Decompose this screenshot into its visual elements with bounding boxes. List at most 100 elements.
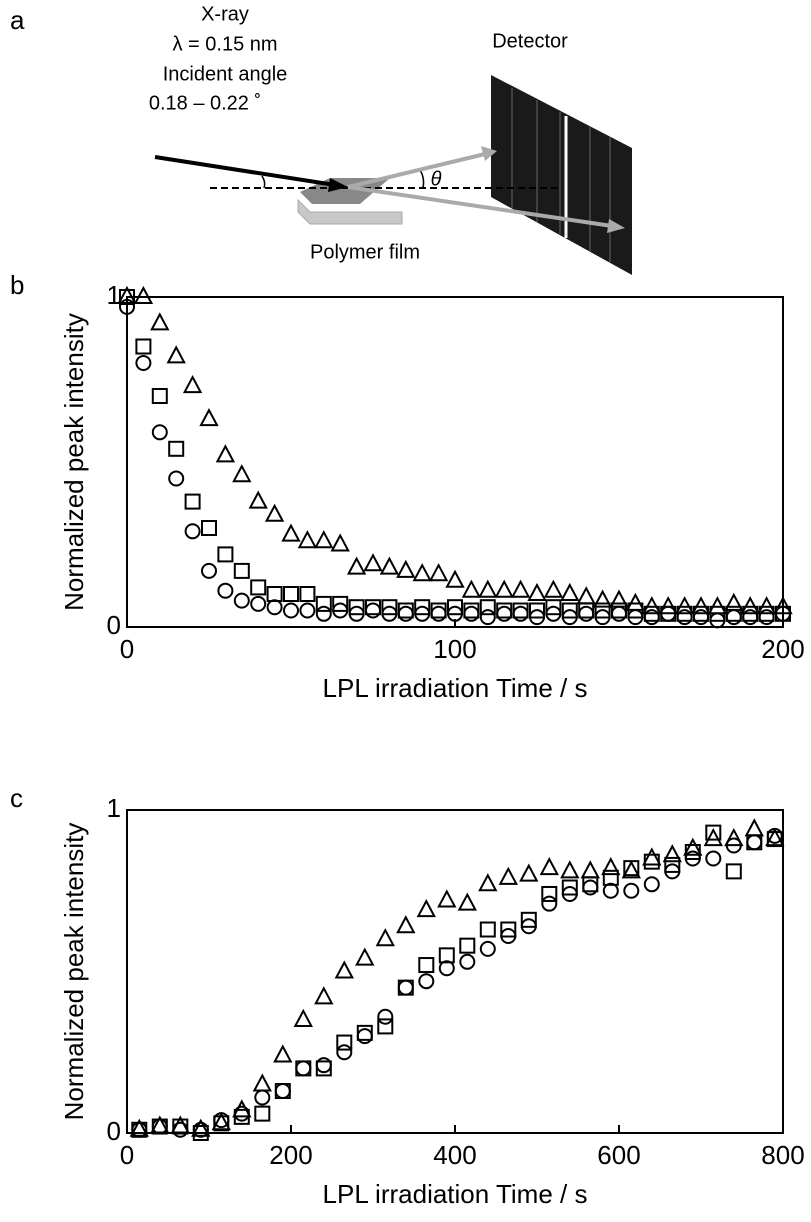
circle-marker [746, 834, 763, 851]
square-marker [561, 602, 578, 619]
wavelength-label: λ = 0.15 nm [172, 33, 277, 55]
triangle-marker [519, 863, 539, 882]
panel-label: c [10, 783, 23, 813]
square-marker [463, 602, 480, 619]
triangle-marker [560, 582, 580, 601]
triangle-marker [601, 857, 621, 876]
triangle-marker [642, 596, 662, 615]
triangle-marker [724, 827, 744, 847]
square-marker [233, 562, 250, 579]
triangle-marker [457, 892, 477, 911]
square-marker [594, 602, 611, 619]
triangle-marker [765, 827, 785, 847]
triangle-marker [150, 1115, 170, 1134]
circle-marker [479, 940, 496, 957]
substrate [297, 198, 403, 225]
circle-marker [283, 602, 299, 619]
angle-range: 0.18 – 0.22 ˚ [149, 92, 261, 114]
triangle-marker [683, 837, 703, 856]
circle-marker [135, 355, 152, 371]
circle-marker [438, 960, 455, 977]
triangle-marker [691, 596, 711, 615]
triangle-marker [625, 592, 646, 611]
circle-marker [356, 1028, 373, 1045]
square-marker [520, 911, 537, 928]
square-marker [184, 493, 201, 510]
x-tick-label: 800 [761, 1140, 804, 1170]
square-marker [529, 602, 545, 619]
circle-marker [151, 424, 168, 441]
triangle-marker [510, 579, 531, 598]
circle-marker [578, 605, 595, 622]
triangle-marker [117, 285, 137, 304]
triangle-marker [396, 915, 416, 934]
angle-arc [261, 175, 266, 189]
triangle-marker [428, 563, 449, 582]
x-tick-label: 0 [120, 1140, 134, 1170]
triangle-marker [703, 827, 723, 847]
circle-marker [496, 605, 513, 622]
square-marker [459, 937, 476, 954]
x-tick-label: 600 [597, 1140, 640, 1170]
theta-arc [419, 169, 425, 189]
y-tick-label: 0 [107, 610, 121, 640]
triangle-marker [166, 345, 186, 364]
angle-title: Incident angle [163, 63, 288, 85]
triangle-marker [527, 582, 547, 601]
circle-marker [336, 1044, 353, 1061]
square-marker [479, 599, 496, 616]
arrow-head [328, 178, 348, 192]
circle-marker [742, 609, 759, 626]
triangle-marker [461, 579, 482, 598]
x-tick-label: 200 [761, 634, 804, 664]
square-marker [545, 599, 562, 616]
square-marker [168, 440, 185, 457]
square-marker [397, 979, 414, 996]
circle-marker [299, 602, 316, 619]
triangle-marker [416, 899, 436, 918]
circle-marker [397, 605, 414, 622]
circle-marker [459, 953, 476, 970]
triangle-marker [191, 1118, 211, 1137]
square-marker [479, 921, 496, 938]
triangle-marker [334, 960, 354, 979]
circle-marker [217, 582, 234, 599]
square-marker [578, 602, 595, 619]
triangle-marker [539, 857, 559, 876]
circle-marker [365, 602, 381, 619]
reflected-beam [347, 185, 613, 228]
square-marker [217, 546, 234, 563]
detector-label: Detector [492, 30, 568, 52]
square-marker [602, 869, 619, 886]
circle-marker [274, 1083, 291, 1100]
square-marker [664, 856, 681, 873]
square-marker [512, 602, 529, 619]
y-tick-label: 1 [107, 280, 121, 310]
square-marker [299, 586, 316, 602]
triangle-marker [707, 596, 728, 615]
square-marker [414, 599, 431, 616]
square-marker [381, 599, 398, 616]
triangle-marker [580, 860, 600, 879]
triangle-marker [314, 530, 334, 549]
triangle-marker [293, 1008, 313, 1027]
y-tick-label: 1 [107, 793, 121, 823]
square-marker [725, 863, 742, 880]
triangle-marker [264, 503, 285, 522]
square-marker [254, 1105, 271, 1122]
triangle-marker [592, 589, 613, 608]
triangle-marker [560, 860, 580, 879]
square-marker [274, 1083, 291, 1100]
square-marker [336, 1034, 353, 1051]
triangle-marker [182, 374, 203, 394]
triangle-marker [297, 530, 318, 549]
triangle-marker [412, 563, 432, 582]
square-marker [447, 599, 463, 616]
triangle-marker [543, 579, 564, 598]
x-axis-label: LPL irradiation Time / s [323, 673, 588, 703]
triangle-marker [355, 947, 375, 966]
plot-frame [126, 809, 784, 1134]
triangle-marker [199, 407, 219, 427]
triangle-marker [232, 1099, 252, 1118]
